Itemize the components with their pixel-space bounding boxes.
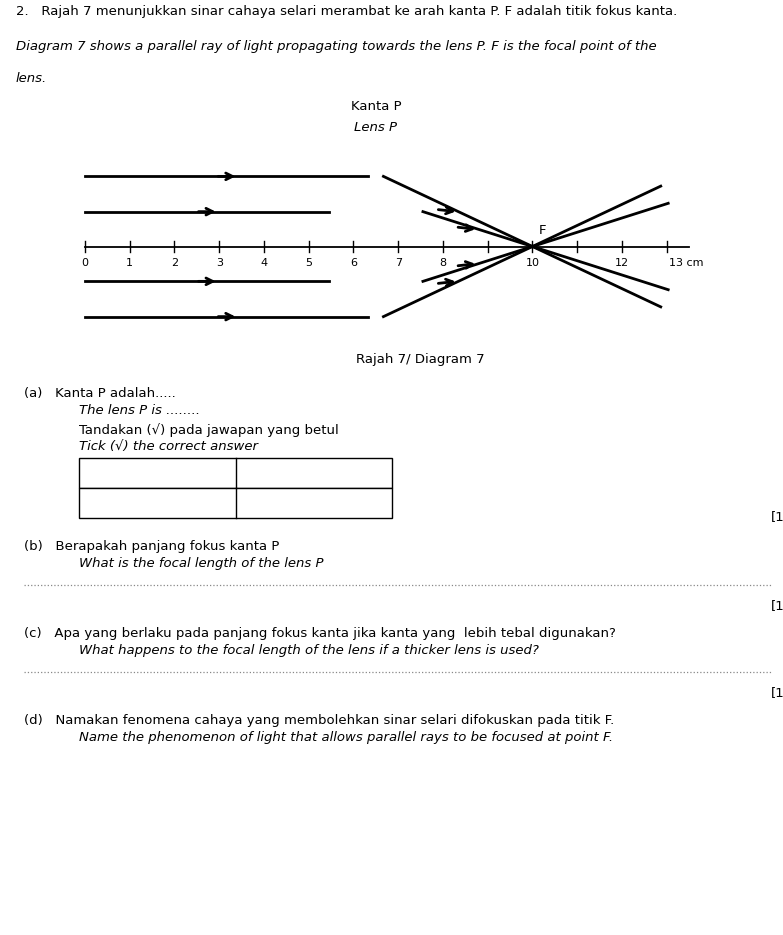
- Text: 8: 8: [439, 258, 446, 268]
- Text: The lens P is ........: The lens P is ........: [79, 404, 200, 417]
- Text: lens.: lens.: [16, 72, 47, 85]
- Bar: [79, 488, 392, 518]
- Text: 2.   Rajah 7 menunjukkan sinar cahaya selari merambat ke arah kanta P. F adalah : 2. Rajah 7 menunjukkan sinar cahaya sela…: [16, 5, 677, 18]
- Text: 3: 3: [216, 258, 222, 268]
- Text: [1: [1: [771, 598, 783, 611]
- Text: 13 cm: 13 cm: [669, 258, 703, 268]
- Text: Convex lens: Convex lens: [85, 474, 165, 487]
- Text: Tandakan (√) pada jawapan yang betul: Tandakan (√) pada jawapan yang betul: [79, 424, 339, 438]
- Text: Rajah 7/ Diagram 7: Rajah 7/ Diagram 7: [356, 352, 485, 366]
- Text: Tick (√) the correct answer: Tick (√) the correct answer: [79, 439, 258, 453]
- Text: [1: [1: [771, 686, 783, 698]
- Text: [1: [1: [771, 510, 783, 523]
- Text: What happens to the focal length of the lens if a thicker lens is used?: What happens to the focal length of the …: [79, 644, 539, 656]
- Text: Kanta P: Kanta P: [351, 100, 401, 113]
- Text: (c)   Apa yang berlaku pada panjang fokus kanta jika kanta yang  lebih tebal dig: (c) Apa yang berlaku pada panjang fokus …: [23, 626, 615, 640]
- Text: 2: 2: [171, 258, 178, 268]
- Text: What is the focal length of the lens P: What is the focal length of the lens P: [79, 556, 323, 569]
- Text: F: F: [539, 224, 547, 237]
- Text: 0: 0: [81, 258, 88, 268]
- Bar: [79, 458, 392, 488]
- Text: Lens P: Lens P: [355, 122, 397, 134]
- Text: 4: 4: [261, 258, 268, 268]
- Text: Kanta cembung: Kanta cembung: [85, 462, 189, 475]
- Text: Concave lens: Concave lens: [85, 504, 173, 517]
- Text: 6: 6: [350, 258, 357, 268]
- Text: (a)   Kanta P adalah.....: (a) Kanta P adalah.....: [23, 387, 175, 399]
- Text: 5: 5: [305, 258, 312, 268]
- Text: 10: 10: [525, 258, 539, 268]
- Text: (d)   Namakan fenomena cahaya yang membolehkan sinar selari difokuskan pada titi: (d) Namakan fenomena cahaya yang membole…: [23, 713, 614, 726]
- Text: 12: 12: [615, 258, 629, 268]
- Text: Name the phenomenon of light that allows parallel rays to be focused at point F.: Name the phenomenon of light that allows…: [79, 731, 613, 744]
- Text: (b)   Berapakah panjang fokus kanta P: (b) Berapakah panjang fokus kanta P: [23, 539, 279, 553]
- Text: Kanta cekung: Kanta cekung: [85, 492, 175, 505]
- Text: 1: 1: [126, 258, 133, 268]
- Text: 7: 7: [395, 258, 402, 268]
- Text: Diagram 7 shows a parallel ray of light propagating towards the lens P. F is the: Diagram 7 shows a parallel ray of light …: [16, 40, 656, 53]
